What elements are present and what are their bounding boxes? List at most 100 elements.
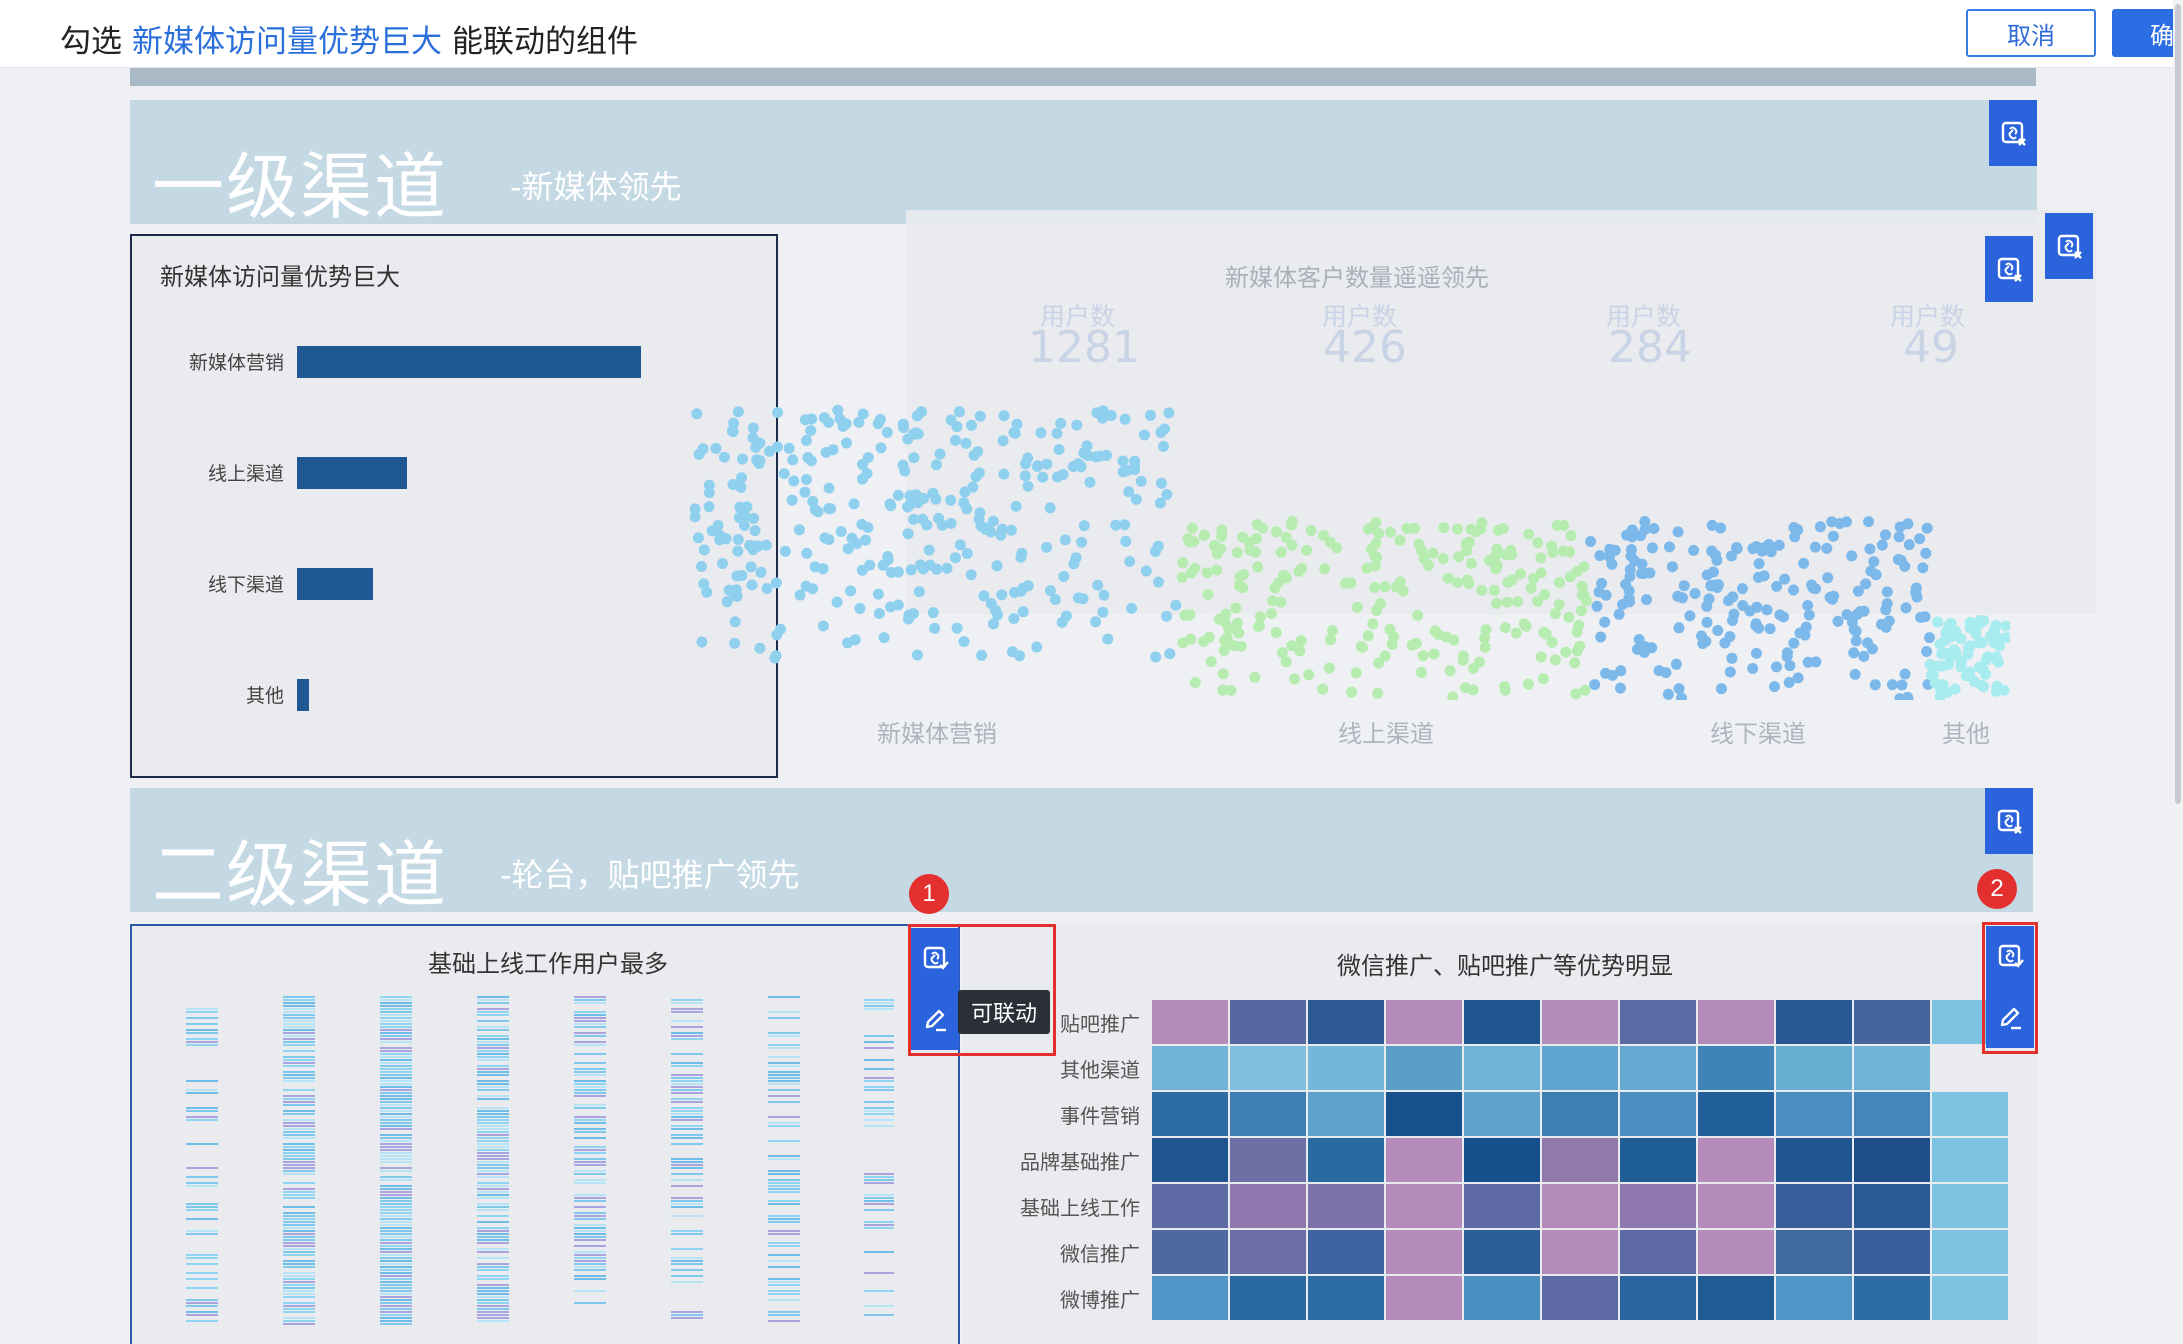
heatmap-cell[interactable] xyxy=(1542,1230,1618,1274)
heatmap-cell[interactable] xyxy=(1854,1230,1930,1274)
heatmap-cell[interactable] xyxy=(1698,1092,1774,1136)
heatmap-cell[interactable] xyxy=(1152,1138,1228,1182)
heatmap-cell[interactable] xyxy=(1230,1276,1306,1320)
heatmap-cell[interactable] xyxy=(1542,1184,1618,1228)
heatmap-cell[interactable] xyxy=(1854,1184,1930,1228)
strip-mark xyxy=(380,1059,412,1061)
bar[interactable] xyxy=(297,568,373,600)
heatmap-cell[interactable] xyxy=(1620,1230,1696,1274)
heatmap-cell[interactable] xyxy=(1308,1138,1384,1182)
heatmap-cell[interactable] xyxy=(1152,1276,1228,1320)
strips-panel[interactable] xyxy=(130,924,960,1344)
heatmap-cell[interactable] xyxy=(1308,1230,1384,1274)
heatmap-cell[interactable] xyxy=(1308,1184,1384,1228)
heatmap-cell[interactable] xyxy=(1308,1046,1384,1090)
heatmap-cell[interactable] xyxy=(1776,1138,1852,1182)
bar[interactable] xyxy=(297,457,407,489)
heatmap-cell[interactable] xyxy=(1932,1092,2008,1136)
bar[interactable] xyxy=(297,346,641,378)
bar[interactable] xyxy=(297,679,309,711)
link-edit-button-header2[interactable] xyxy=(1985,788,2033,854)
edit-button-strips[interactable] xyxy=(911,988,959,1050)
heatmap-cell[interactable] xyxy=(1152,1230,1228,1274)
heatmap-cell[interactable] xyxy=(1464,1000,1540,1044)
heatmap-cell[interactable] xyxy=(1230,1184,1306,1228)
heatmap-cell[interactable] xyxy=(1230,1092,1306,1136)
heatmap-cell[interactable] xyxy=(1152,1184,1228,1228)
heatmap-cell[interactable] xyxy=(1854,1000,1930,1044)
heatmap-cell[interactable] xyxy=(1464,1138,1540,1182)
link-edit-button-header1[interactable] xyxy=(1989,100,2037,166)
heatmap-cell[interactable] xyxy=(1776,1000,1852,1044)
heatmap-cell[interactable] xyxy=(1776,1184,1852,1228)
heatmap-cell[interactable] xyxy=(1308,1276,1384,1320)
heatmap-cell[interactable] xyxy=(1620,1184,1696,1228)
link-edit-button-heatmap[interactable] xyxy=(1986,926,2034,986)
heatmap-cell[interactable] xyxy=(1932,1276,2008,1320)
heatmap-cell[interactable] xyxy=(1230,1230,1306,1274)
cancel-button[interactable]: 取消 xyxy=(1966,9,2096,57)
heatmap-cell[interactable] xyxy=(1620,1276,1696,1320)
scatter-point xyxy=(1090,616,1102,628)
heatmap-cell[interactable] xyxy=(1542,1046,1618,1090)
heatmap-cell[interactable] xyxy=(1386,1092,1462,1136)
link-edit-button-outer[interactable] xyxy=(2045,213,2093,279)
heatmap-cell[interactable] xyxy=(1932,1230,2008,1274)
heatmap-cell[interactable] xyxy=(1698,1000,1774,1044)
link-edit-button-scatter[interactable] xyxy=(1985,236,2033,302)
heatmap-cell[interactable] xyxy=(1620,1000,1696,1044)
heatmap-cell[interactable] xyxy=(1152,1000,1228,1044)
heatmap-cell[interactable] xyxy=(1386,1046,1462,1090)
heatmap-cell[interactable] xyxy=(1542,1276,1618,1320)
heatmap-cell[interactable] xyxy=(1464,1184,1540,1228)
heatmap-cell[interactable] xyxy=(1698,1138,1774,1182)
heatmap-cell[interactable] xyxy=(1230,1000,1306,1044)
edit-button-heatmap[interactable] xyxy=(1986,986,2034,1048)
heatmap-cell[interactable] xyxy=(1620,1138,1696,1182)
heatmap-cell[interactable] xyxy=(1854,1138,1930,1182)
heatmap-cell[interactable] xyxy=(1776,1046,1852,1090)
strip-mark xyxy=(574,1173,606,1175)
heatmap-cell[interactable] xyxy=(1620,1092,1696,1136)
heatmap-cell[interactable] xyxy=(1386,1230,1462,1274)
heatmap-cell[interactable] xyxy=(1698,1276,1774,1320)
heatmap-cell[interactable] xyxy=(1776,1230,1852,1274)
heatmap-cell[interactable] xyxy=(1698,1230,1774,1274)
link-edit-button-strips[interactable] xyxy=(911,928,959,988)
heatmap-cell[interactable] xyxy=(1542,1000,1618,1044)
heatmap-cell[interactable] xyxy=(1932,1184,2008,1228)
heatmap-cell[interactable] xyxy=(1230,1046,1306,1090)
heatmap-cell[interactable] xyxy=(1854,1092,1930,1136)
heatmap-cell[interactable] xyxy=(1854,1276,1930,1320)
heatmap-cell[interactable] xyxy=(1698,1184,1774,1228)
heatmap-cell[interactable] xyxy=(1308,1000,1384,1044)
heatmap-cell[interactable] xyxy=(1932,1138,2008,1182)
heatmap-cell[interactable] xyxy=(1386,1138,1462,1182)
scrollbar-thumb[interactable] xyxy=(2175,4,2181,804)
strip-mark xyxy=(768,1266,800,1268)
heatmap-cell[interactable] xyxy=(1152,1092,1228,1136)
heatmap-cell[interactable] xyxy=(1464,1230,1540,1274)
heatmap-cell[interactable] xyxy=(1464,1092,1540,1136)
heatmap-cell[interactable] xyxy=(1464,1046,1540,1090)
scatter-point xyxy=(1270,526,1282,538)
heatmap-cell[interactable] xyxy=(1854,1046,1930,1090)
scatter-point xyxy=(872,588,884,600)
heatmap-cell[interactable] xyxy=(1152,1046,1228,1090)
heatmap-cell[interactable] xyxy=(1386,1276,1462,1320)
scatter-point xyxy=(1604,543,1616,555)
heatmap-cell[interactable] xyxy=(1464,1276,1540,1320)
heatmap-cell[interactable] xyxy=(1230,1138,1306,1182)
bar-chart-panel[interactable] xyxy=(130,234,778,778)
heatmap-cell[interactable] xyxy=(1776,1092,1852,1136)
scatter-point xyxy=(845,585,857,597)
confirm-button[interactable]: 确定 xyxy=(2112,9,2183,57)
heatmap-cell[interactable] xyxy=(1308,1092,1384,1136)
heatmap-cell[interactable] xyxy=(1386,1000,1462,1044)
heatmap-cell[interactable] xyxy=(1542,1092,1618,1136)
heatmap-cell[interactable] xyxy=(1620,1046,1696,1090)
heatmap-cell[interactable] xyxy=(1776,1276,1852,1320)
heatmap-cell[interactable] xyxy=(1386,1184,1462,1228)
heatmap-cell[interactable] xyxy=(1698,1046,1774,1090)
heatmap-cell[interactable] xyxy=(1542,1138,1618,1182)
